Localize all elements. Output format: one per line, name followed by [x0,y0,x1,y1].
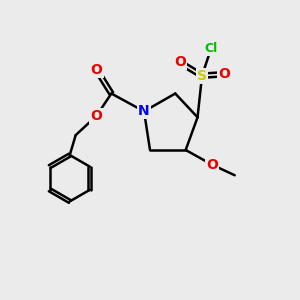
Text: S: S [197,69,207,83]
Text: O: O [206,158,218,172]
Text: O: O [218,67,230,81]
Text: O: O [91,109,102,123]
Text: Cl: Cl [204,42,218,56]
Text: O: O [91,63,102,77]
Text: N: N [138,104,150,118]
Text: O: O [174,55,186,69]
